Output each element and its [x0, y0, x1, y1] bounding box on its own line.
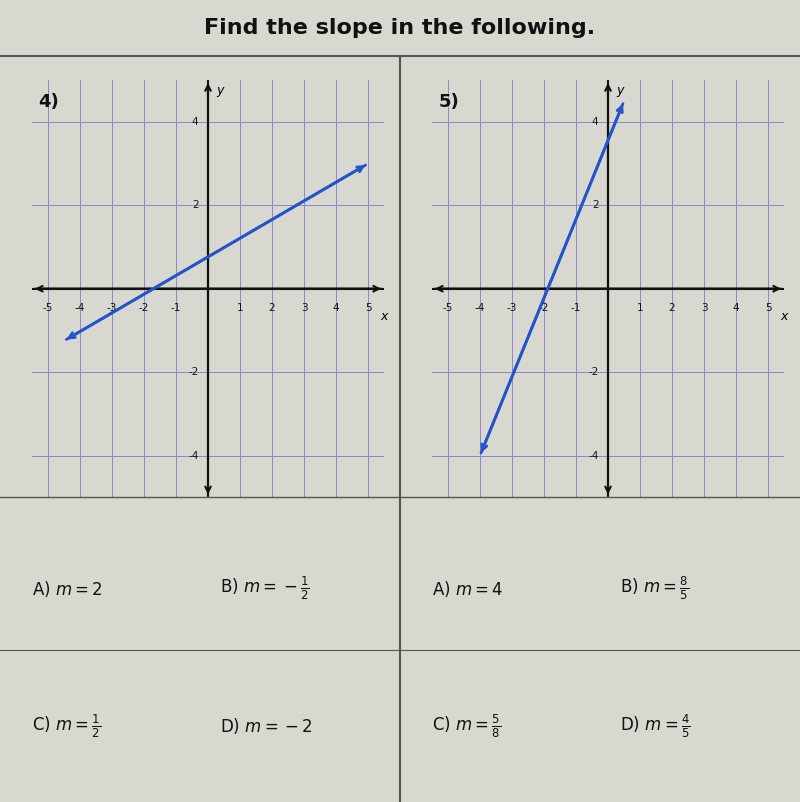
- Text: 5: 5: [365, 303, 371, 314]
- Text: -4: -4: [188, 451, 198, 460]
- Text: A) $m = 2$: A) $m = 2$: [32, 579, 102, 598]
- Text: 1: 1: [237, 303, 243, 314]
- Text: -2: -2: [588, 367, 598, 377]
- Text: D) $m = \frac{4}{5}$: D) $m = \frac{4}{5}$: [620, 712, 690, 739]
- Text: 2: 2: [669, 303, 675, 314]
- Text: 5: 5: [765, 303, 771, 314]
- Text: 5): 5): [438, 93, 459, 111]
- Text: x: x: [381, 310, 388, 322]
- Text: B) $m = \frac{8}{5}$: B) $m = \frac{8}{5}$: [620, 575, 689, 602]
- Text: -1: -1: [571, 303, 581, 314]
- Text: -5: -5: [443, 303, 453, 314]
- Text: 1: 1: [637, 303, 643, 314]
- Text: -3: -3: [507, 303, 517, 314]
- Text: 3: 3: [301, 303, 307, 314]
- Text: -2: -2: [188, 367, 198, 377]
- Text: C) $m = \frac{5}{8}$: C) $m = \frac{5}{8}$: [432, 712, 502, 739]
- Text: -1: -1: [171, 303, 181, 314]
- Text: 4: 4: [192, 117, 198, 127]
- Text: -4: -4: [475, 303, 485, 314]
- Text: 4: 4: [592, 117, 598, 127]
- Text: -3: -3: [107, 303, 117, 314]
- Text: Find the slope in the following.: Find the slope in the following.: [205, 18, 595, 38]
- Text: -4: -4: [588, 451, 598, 460]
- Text: 2: 2: [192, 200, 198, 210]
- Text: -4: -4: [75, 303, 85, 314]
- Text: A) $m = 4$: A) $m = 4$: [432, 579, 503, 598]
- Text: 3: 3: [701, 303, 707, 314]
- Text: D) $m = -2$: D) $m = -2$: [220, 716, 313, 735]
- Text: -5: -5: [43, 303, 53, 314]
- Text: 4: 4: [333, 303, 339, 314]
- Text: y: y: [616, 84, 623, 97]
- Text: y: y: [216, 84, 223, 97]
- Text: -2: -2: [539, 303, 549, 314]
- Text: x: x: [781, 310, 788, 322]
- Text: -2: -2: [139, 303, 149, 314]
- Text: 4: 4: [733, 303, 739, 314]
- Text: 4): 4): [38, 93, 59, 111]
- Text: 2: 2: [592, 200, 598, 210]
- Text: C) $m = \frac{1}{2}$: C) $m = \frac{1}{2}$: [32, 712, 102, 739]
- Text: B) $m = -\frac{1}{2}$: B) $m = -\frac{1}{2}$: [220, 575, 310, 602]
- Text: 2: 2: [269, 303, 275, 314]
